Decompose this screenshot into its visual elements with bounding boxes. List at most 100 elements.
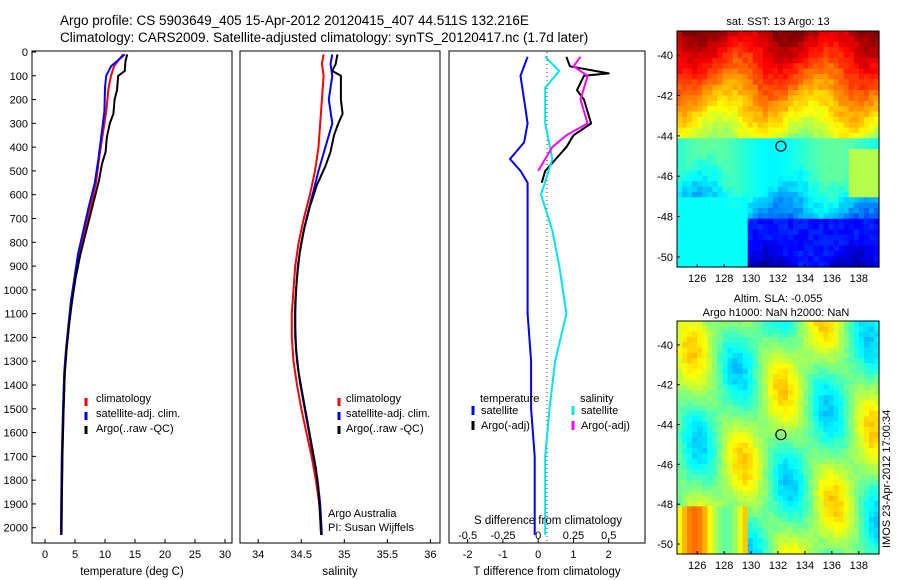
x-tick-label: 25 — [189, 549, 201, 561]
lat-tick-label: -48 — [657, 499, 673, 511]
lon-tick-label: 130 — [742, 273, 760, 285]
legend-satellite: satellite-adj. clim. — [96, 408, 180, 420]
legend-temperature-title: temperature — [480, 393, 539, 405]
lon-tick-label: 132 — [769, 273, 787, 285]
lat-tick-label: -42 — [657, 91, 673, 103]
annotation-argo-australia: Argo Australia — [328, 508, 397, 520]
series-line-argo-raw-qc — [60, 54, 129, 535]
depth-tick-label: 1000 — [4, 285, 28, 297]
x-tick-label: 1 — [570, 549, 576, 561]
depth-tick-label: 1800 — [4, 475, 28, 487]
difference-x-axis: -2 -1 0 1 2 -0.5 -0.25 0 0.25 0.5 — [458, 530, 616, 561]
depth-tick-label: 700 — [10, 214, 28, 226]
x-tick-label: 35.5 — [377, 549, 398, 561]
legend-t-satellite: satellite — [481, 405, 518, 417]
legend-s-satellite: satellite — [581, 405, 618, 417]
lat-tick-label: -50 — [657, 252, 673, 264]
lon-tick-label: 134 — [796, 560, 814, 572]
series-line-argo-raw-qc — [294, 54, 344, 535]
salinity-axes — [239, 50, 441, 544]
depth-tick-label: 800 — [10, 237, 28, 249]
salinity-x-axis: 34 34.5 35 35.5 36 — [252, 539, 437, 561]
difference-series — [509, 56, 610, 535]
lon-tick-label: 136 — [823, 560, 841, 572]
depth-tick-label: 1500 — [4, 404, 28, 416]
argo-location-marker — [775, 140, 787, 152]
lon-tick-label: 128 — [715, 560, 733, 572]
x-tick-label: 5 — [72, 549, 78, 561]
figure-title-line1: Argo profile: CS 5903649_405 15-Apr-2012… — [60, 13, 529, 28]
legend-t-argo: Argo(-adj) — [481, 420, 530, 432]
depth-tick-label: 1100 — [4, 309, 28, 321]
lat-tick-label: -48 — [657, 212, 673, 224]
figure-title-line2: Climatology: CARS2009. Satellite-adjuste… — [60, 30, 588, 45]
x-tick-label: -2 — [463, 549, 473, 561]
x-tick-label: 0 — [535, 549, 541, 561]
sst-map-panel: sat. SST: 13 Argo: 13 126 128 130 132 134 136… — [657, 16, 880, 285]
legend-climatology: climatology — [96, 393, 152, 405]
depth-axis: 0 100 200 300 400 500 600 700 800 900 1000 1100 1200… — [4, 47, 36, 535]
depth-tick-label: 1900 — [4, 499, 28, 511]
legend-s-argo: Argo(-adj) — [581, 420, 630, 432]
depth-tick-label: 900 — [10, 261, 28, 273]
sla-map-axes: 126 128 130 132 134 136 138 -40 -42 -44 -46 -48 -50 — [657, 340, 868, 572]
x-tick-label: 36 — [424, 549, 436, 561]
lon-tick-label: 128 — [715, 273, 733, 285]
legend-argo: Argo(..raw -QC) — [346, 423, 424, 435]
series-line-temperature-argo-adj- — [540, 56, 610, 184]
depth-tick-label: 500 — [10, 166, 28, 178]
legend-salinity-title: salinity — [580, 393, 614, 405]
lat-tick-label: -44 — [657, 420, 673, 432]
legend-climatology: climatology — [346, 393, 402, 405]
legend-satellite: satellite-adj. clim. — [346, 408, 430, 420]
lat-tick-label: -46 — [657, 171, 673, 183]
salinity-series — [290, 54, 344, 535]
s-tick-label: -0.25 — [490, 530, 515, 542]
series-line-temperature-satellite — [509, 56, 536, 535]
depth-tick-label: 600 — [10, 190, 28, 202]
s-tick-label: 0.25 — [563, 530, 584, 542]
series-line-salinity-argo-adj- — [537, 56, 589, 172]
lat-tick-label: -42 — [657, 380, 673, 392]
depth-tick-label: 300 — [10, 118, 28, 130]
x-tick-label: 20 — [159, 549, 171, 561]
salinity-legend: climatology satellite-adj. clim. Argo(..… — [337, 393, 430, 435]
lon-tick-label: 132 — [769, 560, 787, 572]
s-tick-label: 0 — [535, 530, 541, 542]
sst-map-title: sat. SST: 13 Argo: 13 — [726, 16, 829, 28]
annotation-pi: PI: Susan Wijffels — [328, 522, 414, 534]
argo-location-marker — [775, 429, 787, 441]
difference-top-xlabel: S difference from climatology — [474, 515, 622, 527]
lat-tick-label: -44 — [657, 131, 673, 143]
x-tick-label: 34.5 — [291, 549, 312, 561]
depth-tick-label: 2000 — [4, 523, 28, 535]
sst-map-axes: 126 128 130 132 134 136 138 -40 -42 -44 -46 -48 -50 — [657, 50, 868, 285]
depth-tick-label: 100 — [10, 71, 28, 83]
depth-tick-label: 1700 — [4, 451, 28, 463]
x-tick-label: -1 — [498, 549, 508, 561]
lon-tick-label: 126 — [688, 273, 706, 285]
s-tick-label: -0.5 — [458, 530, 477, 542]
lon-tick-label: 130 — [742, 560, 760, 572]
x-tick-label: 15 — [129, 549, 141, 561]
lat-tick-label: -46 — [657, 459, 673, 471]
depth-tick-label: 1200 — [4, 332, 28, 344]
depth-tick-label: 1600 — [4, 428, 28, 440]
lat-tick-label: -40 — [657, 50, 673, 62]
temperature-series — [59, 53, 129, 535]
lat-tick-label: -40 — [657, 340, 673, 352]
series-line-climatology — [290, 54, 325, 535]
sst-heatmap — [677, 31, 880, 268]
salinity-panel: 34 34.5 35 35.5 36 salinity climatology sate… — [239, 50, 441, 578]
sla-map-subtitle: Argo h1000: NaN h2000: NaN — [703, 307, 850, 319]
temperature-xlabel: temperature (deg C) — [80, 566, 184, 578]
x-tick-label: 30 — [219, 549, 231, 561]
difference-legend: temperature satellite Argo(-adj) salinit… — [471, 393, 630, 432]
depth-tick-label: 400 — [10, 142, 28, 154]
lon-tick-label: 136 — [823, 273, 841, 285]
series-line-salinity-satellite — [540, 56, 568, 535]
x-tick-label: 2 — [606, 549, 612, 561]
lat-tick-label: -50 — [657, 539, 673, 551]
s-tick-label: 0.5 — [601, 530, 616, 542]
